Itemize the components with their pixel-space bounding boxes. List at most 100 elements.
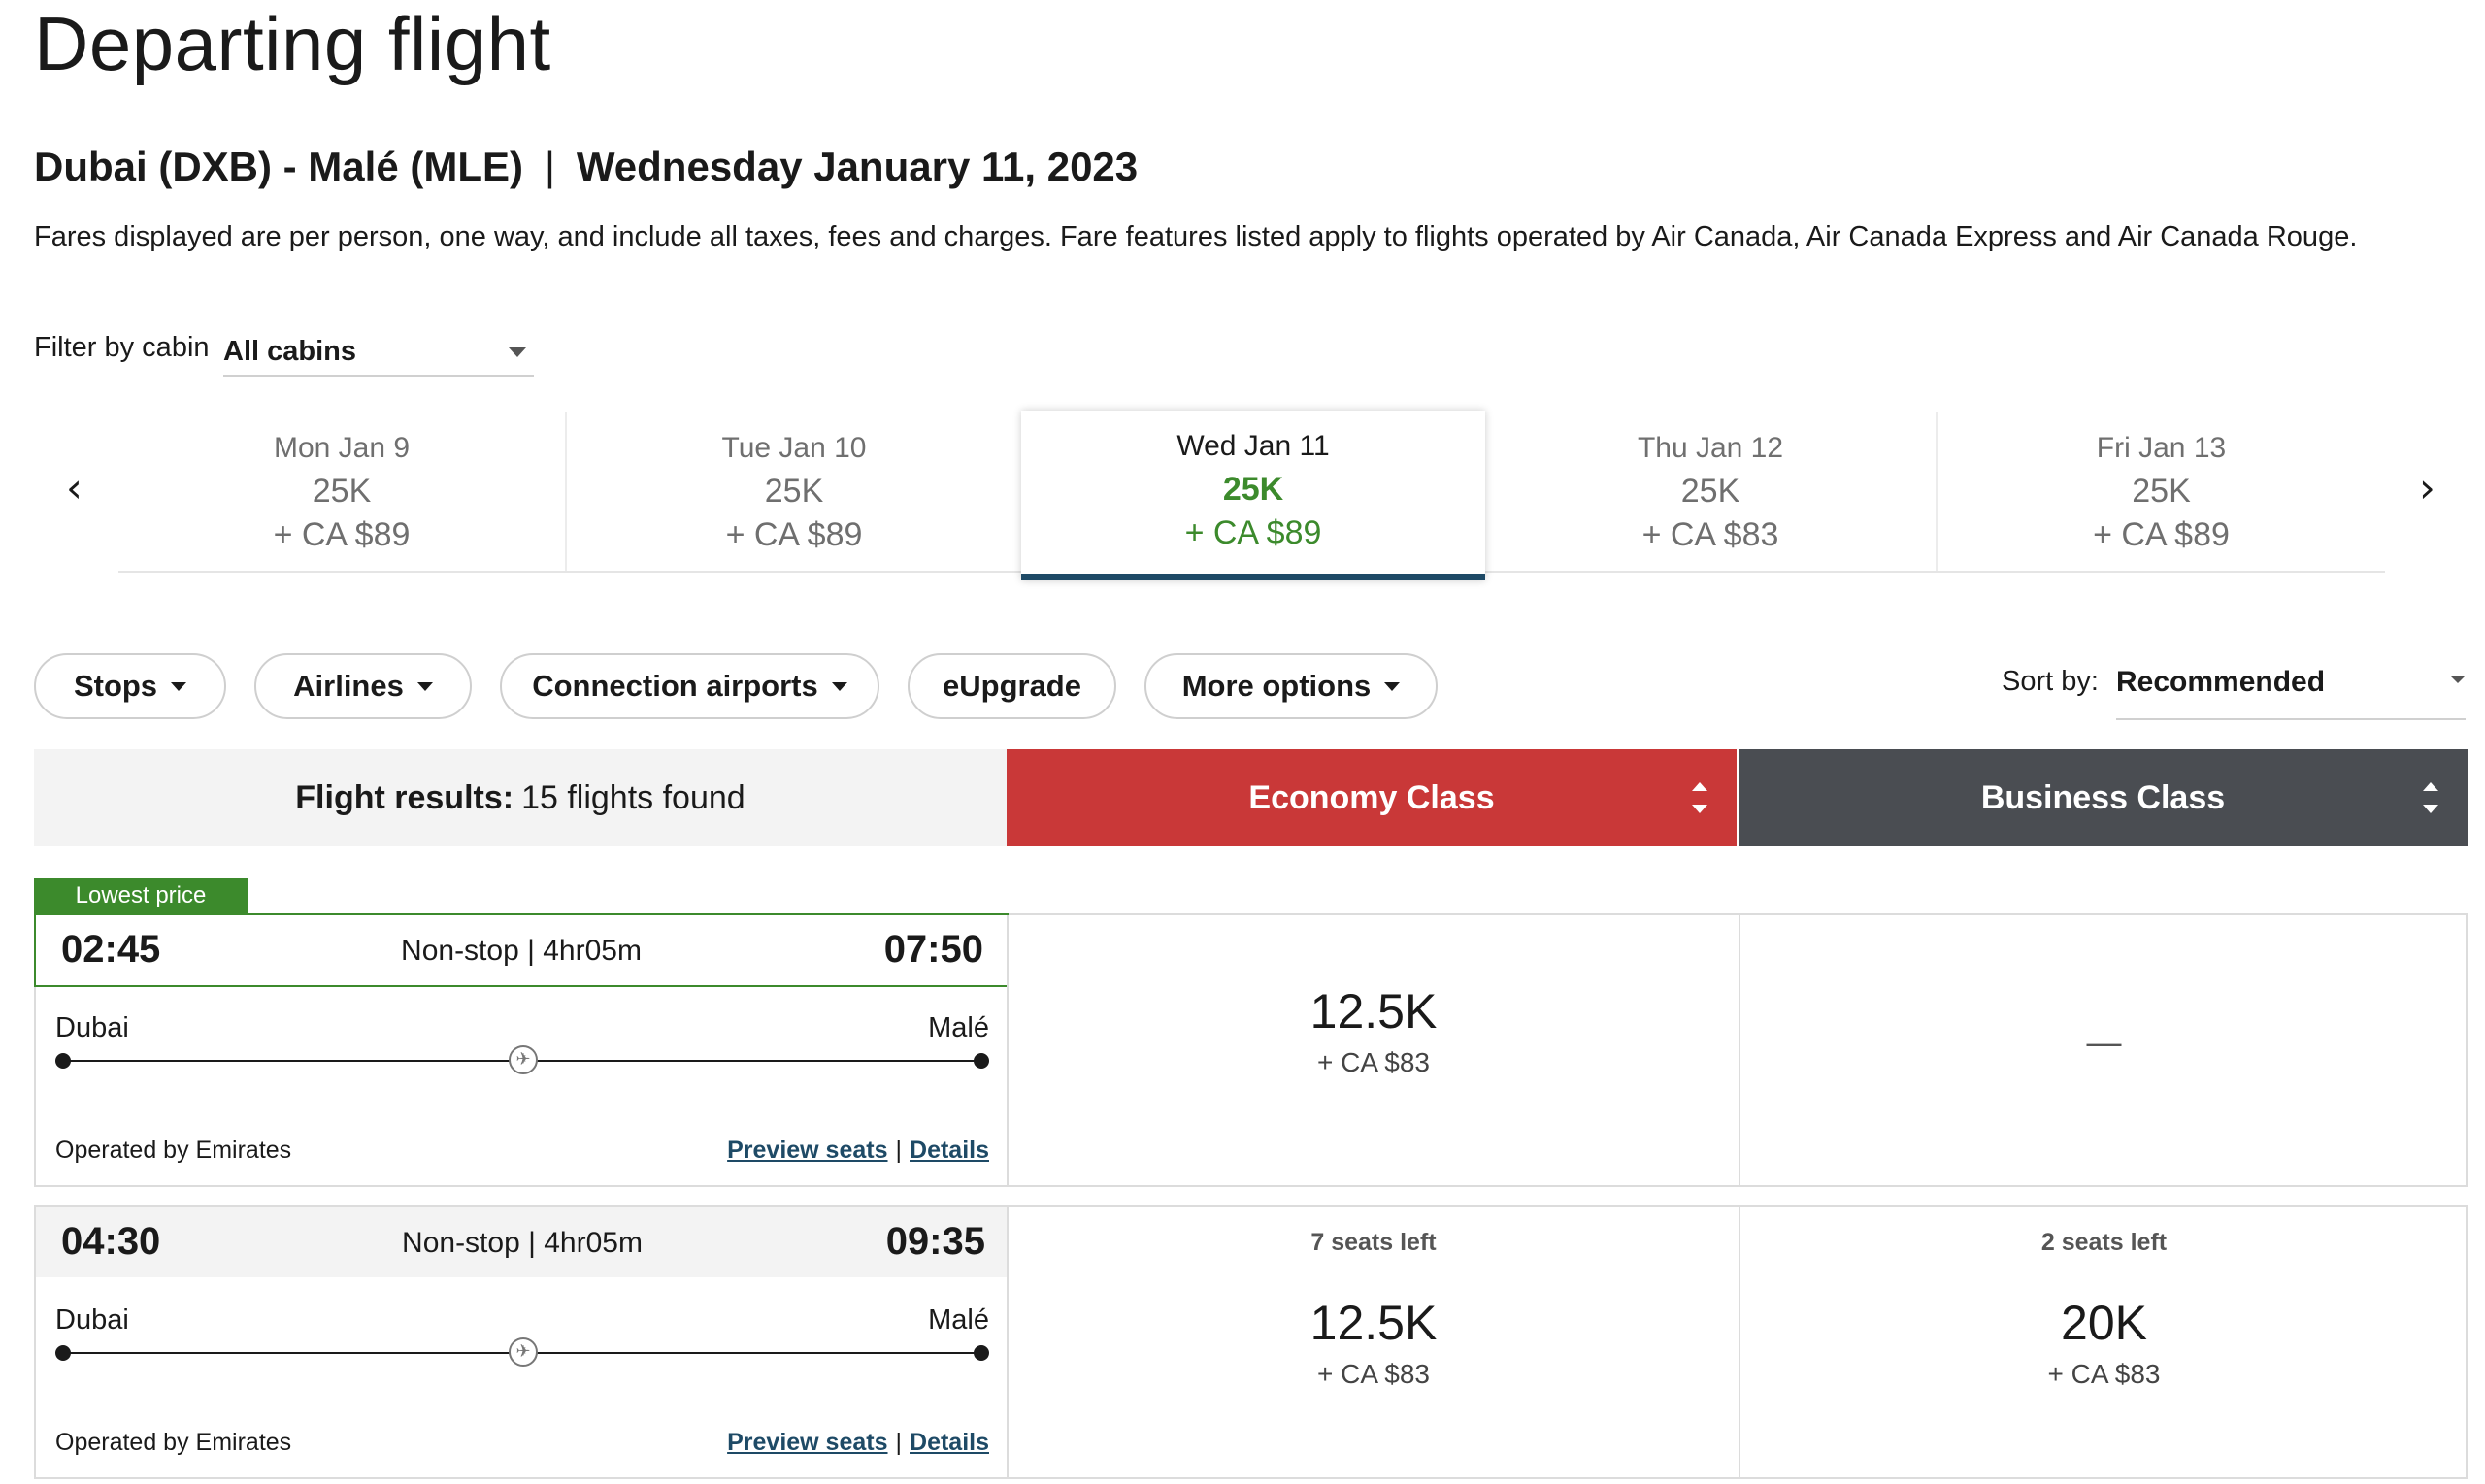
route-heading: Dubai (DXB) - Malé (MLE) | Wednesday Janua… (34, 144, 1138, 190)
next-date-button[interactable]: › (2419, 464, 2435, 511)
flight-duration: Non-stop | 4hr05m (402, 1227, 643, 1259)
sort-select-value: Recommended (2116, 666, 2326, 698)
prev-date-button[interactable]: ‹ (66, 464, 83, 511)
seats-left: 2 seats left (2040, 1229, 2168, 1256)
route-separator: | (544, 144, 555, 189)
business-fare-cell[interactable]: 2 seats left 20K + CA $83 (1739, 1207, 2468, 1477)
fare-fee: + CA $83 (1317, 1359, 1430, 1389)
seats-left: 7 seats left (1310, 1229, 1437, 1256)
arrival-time: 09:35 (885, 1220, 985, 1263)
business-fare-cell: — (1739, 915, 2468, 1185)
date-option-tue-jan-10[interactable]: Tue Jan 10 25K + CA $89 (567, 412, 1021, 571)
flight-time-bar: 02:45 Non-stop | 4hr05m 07:50 (34, 913, 1009, 987)
fare-points: 20K (2061, 1296, 2147, 1350)
fare-points: 12.5K (1309, 984, 1438, 1039)
date-option-thu-jan-12[interactable]: Thu Jan 12 25K + CA $83 (1485, 412, 1936, 571)
sort-select[interactable]: Recommended (2116, 652, 2466, 720)
fare-disclaimer: Fares displayed are per person, one way,… (34, 221, 2358, 252)
flight-duration: Non-stop | 4hr05m (401, 935, 642, 967)
destination-dot (974, 1053, 989, 1069)
airlines-filter-label: Airlines (293, 669, 404, 703)
origin-city: Dubai (55, 1012, 129, 1043)
sort-arrows-icon[interactable] (2423, 782, 2438, 813)
cabin-select-value: All cabins (223, 336, 356, 367)
more-options-label: More options (1181, 669, 1372, 703)
flight-row[interactable]: 04:30 Non-stop | 4hr05m 09:35 Dubai Malé… (34, 1205, 2468, 1479)
economy-class-label: Economy Class (1248, 778, 1495, 816)
date-fee: + CA $89 (725, 516, 863, 553)
origin-dot (55, 1345, 71, 1361)
lowest-price-badge: Lowest price (34, 878, 248, 913)
flight-info: 04:30 Non-stop | 4hr05m 09:35 Dubai Malé… (36, 1207, 1009, 1477)
flight-row[interactable]: 02:45 Non-stop | 4hr05m 07:50 Dubai Malé… (34, 913, 2468, 1187)
date-option-wed-jan-11[interactable]: Wed Jan 11 25K + CA $89 (1021, 411, 1485, 580)
flight-results-header: Flight results: 15 flights found (34, 749, 1007, 846)
preview-seats-link[interactable]: Preview seats (727, 1137, 888, 1164)
date-fee: + CA $89 (273, 516, 411, 553)
economy-class-header[interactable]: Economy Class (1007, 749, 1737, 846)
destination-dot (974, 1345, 989, 1361)
date-strip: Mon Jan 9 25K + CA $89 Tue Jan 10 25K + … (118, 411, 2385, 580)
business-class-label: Business Class (1980, 778, 2226, 816)
date-option-fri-jan-13[interactable]: Fri Jan 13 25K + CA $89 (1938, 412, 2385, 571)
flight-info: 02:45 Non-stop | 4hr05m 07:50 Dubai Malé… (34, 913, 1009, 1185)
flight-time-bar: 04:30 Non-stop | 4hr05m 09:35 (36, 1207, 1009, 1277)
plane-icon: ✈ (509, 1337, 538, 1367)
fare-unavailable: — (2086, 1022, 2122, 1062)
economy-fare-cell[interactable]: 7 seats left 12.5K + CA $83 (1007, 1207, 1739, 1477)
details-link[interactable]: Details (910, 1137, 989, 1164)
destination-city: Malé (928, 1304, 989, 1336)
operated-by: Operated by Emirates (55, 1137, 292, 1164)
connection-airports-filter-button[interactable]: Connection airports (500, 653, 879, 719)
cabin-select[interactable]: All cabins (223, 326, 534, 377)
date-label: Fri Jan 13 (2096, 432, 2227, 464)
fare-fee: + CA $83 (2047, 1359, 2161, 1389)
economy-fare-cell[interactable]: 12.5K + CA $83 (1007, 915, 1739, 1185)
route-cities: Dubai (DXB) - Malé (MLE) (34, 144, 523, 189)
date-fee: + CA $83 (1641, 516, 1779, 553)
chevron-down-icon (1384, 681, 1401, 691)
preview-seats-link[interactable]: Preview seats (727, 1429, 888, 1456)
eupgrade-filter-button[interactable]: eUpgrade (908, 653, 1116, 719)
date-points: 25K (312, 473, 372, 510)
sort-arrows-icon[interactable] (1692, 782, 1707, 813)
destination-city: Malé (928, 1012, 989, 1043)
date-option-mon-jan-9[interactable]: Mon Jan 9 25K + CA $89 (118, 412, 565, 571)
link-separator: | (895, 1429, 903, 1456)
flight-links: Preview seats | Details (727, 1429, 989, 1457)
flight-links: Preview seats | Details (727, 1137, 989, 1165)
date-fee: + CA $89 (2093, 516, 2230, 553)
date-fee: + CA $89 (1184, 514, 1322, 551)
link-separator: | (895, 1137, 903, 1164)
sort-by-label: Sort by: (2002, 666, 2099, 697)
date-points: 25K (1680, 473, 1740, 510)
origin-dot (55, 1053, 71, 1069)
date-label: Tue Jan 10 (721, 432, 867, 464)
chevron-down-icon (2450, 676, 2466, 683)
date-points: 25K (1222, 471, 1284, 508)
flight-results-label: Flight results: (295, 778, 514, 816)
eupgrade-filter-label: eUpgrade (943, 669, 1081, 703)
plane-icon: ✈ (509, 1045, 538, 1074)
filter-cabin-label: Filter by cabin (34, 332, 210, 363)
business-class-header[interactable]: Business Class (1739, 749, 2468, 846)
fare-points: 12.5K (1309, 1296, 1438, 1350)
date-divider (1936, 412, 1938, 571)
date-label: Wed Jan 11 (1176, 430, 1330, 462)
date-points: 25K (2132, 473, 2191, 510)
chevron-down-icon (171, 681, 187, 691)
stops-filter-button[interactable]: Stops (34, 653, 226, 719)
date-divider (565, 412, 567, 571)
page-title: Departing flight (34, 1, 551, 86)
route-date: Wednesday January 11, 2023 (576, 144, 1139, 189)
departure-time: 04:30 (61, 1220, 161, 1263)
date-label: Thu Jan 12 (1637, 432, 1784, 464)
details-link[interactable]: Details (910, 1429, 989, 1456)
origin-city: Dubai (55, 1304, 129, 1336)
chevron-down-icon (831, 681, 847, 691)
date-points: 25K (764, 473, 824, 510)
chevron-down-icon (509, 347, 526, 357)
airlines-filter-button[interactable]: Airlines (254, 653, 472, 719)
fare-fee: + CA $83 (1317, 1047, 1430, 1077)
more-options-button[interactable]: More options (1144, 653, 1438, 719)
